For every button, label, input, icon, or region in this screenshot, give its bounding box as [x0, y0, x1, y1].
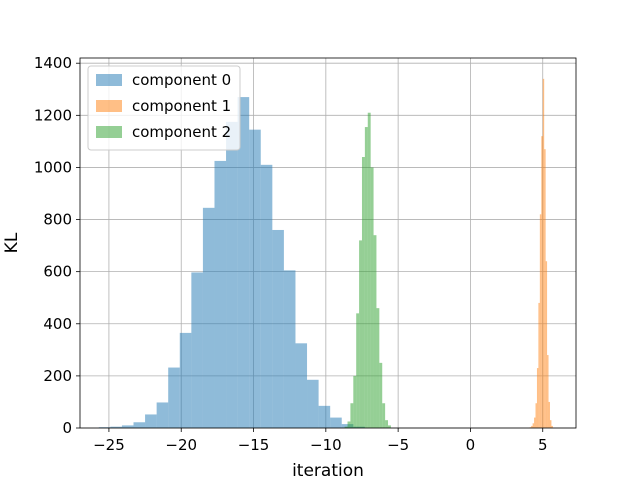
- y-tick-label: 200: [43, 367, 72, 385]
- histogram-bar: [364, 127, 368, 429]
- histogram-bar: [545, 261, 548, 428]
- x-tick-label: −15: [238, 436, 270, 454]
- histogram-bar: [295, 343, 308, 428]
- histogram-bar: [347, 421, 351, 428]
- histogram-bar: [535, 403, 537, 428]
- y-tick-label: 1000: [34, 158, 72, 176]
- y-tick-label: 800: [43, 211, 72, 229]
- histogram-bar: [536, 368, 539, 428]
- y-tick-label: 600: [43, 263, 72, 281]
- y-tick-label: 1400: [34, 54, 72, 72]
- histogram-bar: [388, 425, 391, 428]
- histogram-bar: [531, 425, 533, 428]
- legend-swatch: [96, 100, 122, 112]
- histogram-bar: [541, 136, 543, 429]
- histogram-bar: [307, 379, 319, 428]
- histogram-bar: [318, 405, 331, 428]
- histogram-bar: [548, 401, 550, 428]
- histogram-bar: [538, 302, 540, 428]
- series-0-bars: [98, 97, 365, 429]
- axis-ticks: −25 −20 −15 −10 −5 0 5 0 200 400 600 800 1000 1200 140…: [34, 54, 548, 454]
- histogram-bar: [202, 207, 215, 428]
- x-tick-label: −25: [93, 436, 125, 454]
- histogram-bar: [249, 129, 261, 429]
- x-tick-label: −20: [165, 436, 197, 454]
- x-tick-label: −5: [387, 436, 409, 454]
- histogram-bars: [98, 78, 553, 429]
- legend-label: component 1: [132, 97, 231, 115]
- histogram-bar: [237, 97, 250, 429]
- histogram-bar: [542, 78, 545, 429]
- histogram-bar: [179, 332, 192, 428]
- histogram-bar: [382, 403, 386, 428]
- x-tick-label: 0: [466, 436, 476, 454]
- histogram-bar: [359, 240, 362, 428]
- histogram-bar: [168, 367, 180, 428]
- histogram-bar: [534, 417, 536, 428]
- plot-area-frame: [79, 57, 577, 429]
- histogram-bar: [110, 426, 122, 428]
- histogram-bar: [370, 167, 374, 428]
- x-axis-title: iteration: [292, 461, 364, 480]
- histogram-bar: [133, 422, 146, 428]
- histogram-bar: [191, 272, 203, 428]
- histogram-bar: [121, 425, 134, 428]
- histogram-bar: [214, 160, 227, 428]
- histogram-bar: [549, 420, 552, 428]
- histogram-bar: [376, 308, 380, 428]
- histogram-bar: [350, 403, 354, 428]
- y-axis-title: KL: [2, 232, 22, 253]
- histogram-bar: [379, 362, 383, 428]
- histogram-bar: [356, 313, 360, 428]
- legend-swatch: [96, 74, 122, 86]
- histogram-bar: [226, 121, 238, 429]
- x-tick-label: 5: [538, 436, 548, 454]
- histogram-bar: [260, 164, 273, 428]
- histogram-bar: [367, 112, 371, 428]
- histogram-bar: [385, 420, 389, 428]
- histogram-bar: [361, 157, 365, 428]
- legend-label: component 2: [132, 123, 231, 141]
- legend-swatch: [96, 126, 122, 138]
- histogram-bar: [330, 417, 342, 428]
- histogram-bar: [547, 355, 549, 428]
- histogram-bar: [532, 423, 535, 428]
- histogram-bar: [156, 402, 169, 428]
- histogram-bar: [283, 270, 296, 428]
- histogram-bar: [353, 375, 357, 428]
- histogram-bar: [544, 149, 546, 428]
- histogram-bar: [539, 214, 542, 428]
- x-tick-label: −10: [310, 436, 342, 454]
- y-tick-label: 0: [62, 419, 72, 437]
- legend-box: [87, 65, 241, 151]
- histogram-bar: [145, 414, 157, 428]
- histogram-bar: [344, 426, 348, 428]
- grid-lines: [80, 58, 576, 429]
- series-2-bars: [344, 112, 391, 429]
- y-tick-label: 1200: [34, 106, 72, 124]
- histogram-bar: [551, 425, 553, 428]
- y-tick-label: 400: [43, 315, 72, 333]
- histogram-bar: [373, 235, 377, 428]
- legend: component 0 component 1 component 2: [87, 65, 241, 151]
- legend-label: component 0: [132, 71, 231, 89]
- histogram-bar: [272, 229, 284, 428]
